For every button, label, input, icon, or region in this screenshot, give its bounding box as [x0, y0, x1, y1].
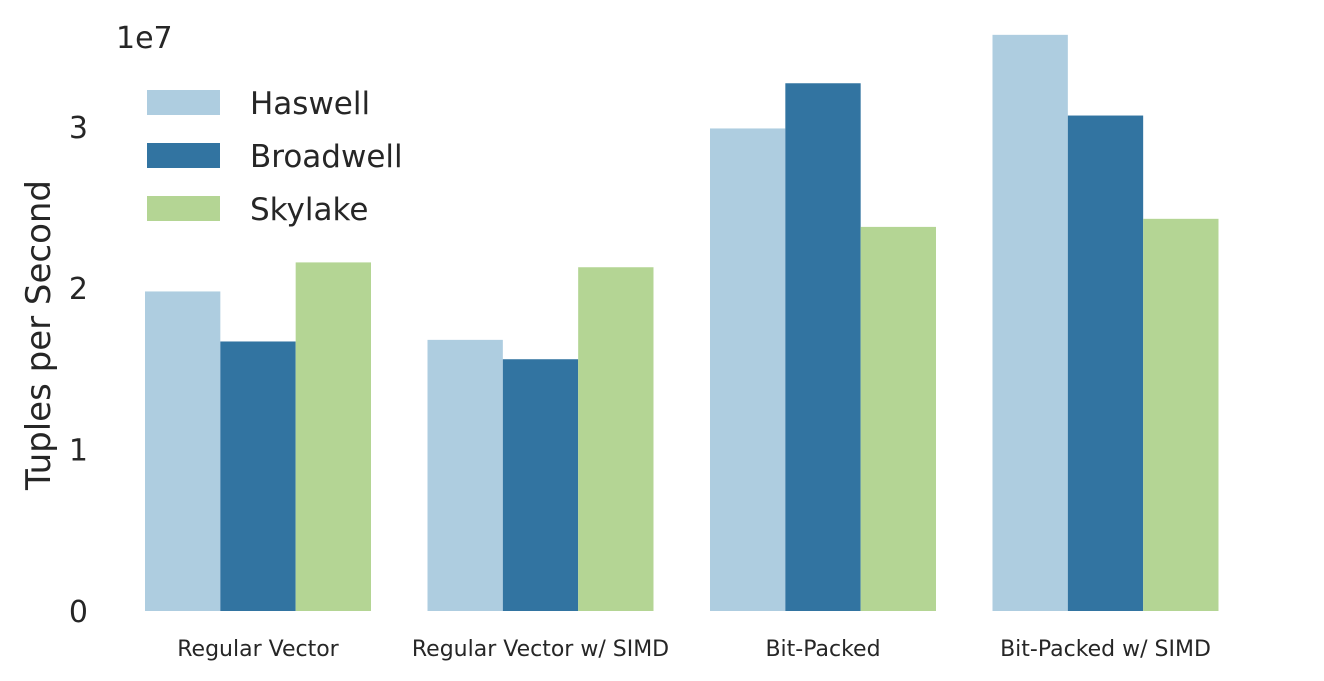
bar-skylake-0: [295, 262, 371, 611]
bar-broadwell-0: [220, 341, 296, 611]
bar-skylake-1: [578, 267, 654, 611]
y-tick-label: 3: [69, 111, 88, 146]
bar-haswell-1: [427, 339, 503, 611]
bars-group: [145, 34, 1219, 612]
bar-broadwell-1: [502, 359, 579, 611]
x-tick-label: Regular Vector w/ SIMD: [412, 637, 669, 662]
legend: Haswell Broadwell Skylake: [147, 86, 403, 228]
legend-label-broadwell: Broadwell: [250, 139, 403, 175]
x-tick-label: Bit-Packed: [765, 637, 880, 662]
y-axis-title: Tuples per Second: [19, 180, 59, 491]
y-scale-label: 1e7: [116, 21, 173, 56]
x-tick-label: Regular Vector: [177, 637, 339, 662]
bar-broadwell-3: [1067, 115, 1144, 612]
bar-haswell-2: [710, 128, 786, 612]
legend-swatch-broadwell: [147, 143, 220, 168]
x-axis-labels: Regular Vector Regular Vector w/ SIMD Bit-…: [177, 637, 1211, 662]
legend-label-skylake: Skylake: [250, 192, 368, 228]
y-axis-ticks: 0 1 2 3: [69, 111, 88, 630]
bar-skylake-3: [1143, 218, 1219, 611]
bar-broadwell-2: [785, 83, 861, 612]
bar-haswell-3: [992, 34, 1068, 611]
y-tick-label: 1: [69, 434, 88, 469]
legend-label-haswell: Haswell: [250, 86, 370, 122]
x-tick-label: Bit-Packed w/ SIMD: [1000, 637, 1211, 662]
legend-swatch-haswell: [147, 90, 220, 115]
bar-skylake-2: [860, 226, 936, 611]
legend-swatch-skylake: [147, 196, 220, 221]
bar-haswell-0: [145, 291, 221, 611]
y-tick-label: 2: [69, 272, 88, 307]
y-tick-label: 0: [69, 595, 88, 630]
